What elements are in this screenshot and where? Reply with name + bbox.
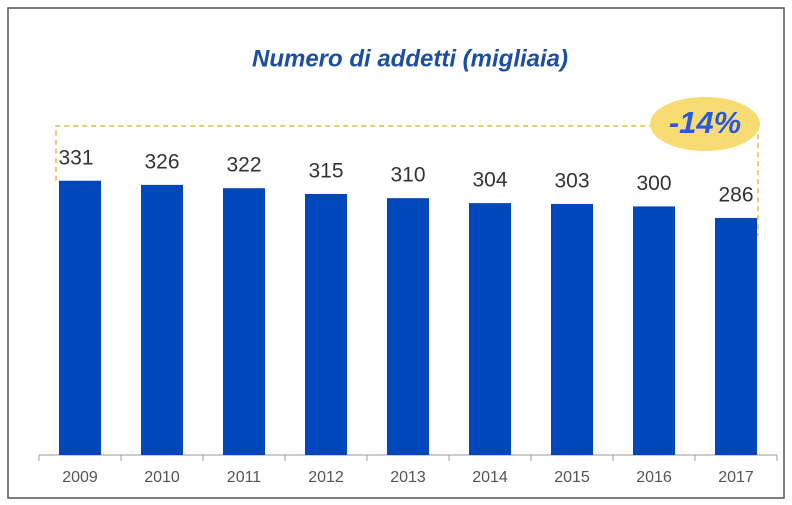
value-label: 300	[636, 172, 671, 195]
value-label: 315	[308, 160, 343, 183]
annotation-bracket	[55, 125, 759, 237]
bar	[469, 203, 511, 455]
x-tick-label: 2017	[718, 469, 754, 486]
bar	[59, 180, 101, 455]
bar	[387, 198, 429, 455]
value-label: 322	[226, 154, 261, 177]
value-label: 331	[58, 146, 93, 169]
x-tick-label: 2015	[554, 469, 590, 486]
value-label: 303	[554, 169, 589, 192]
value-label: 286	[718, 184, 753, 207]
value-label: 326	[144, 150, 179, 173]
x-tick-label: 2010	[144, 469, 180, 486]
annotation-text: -14%	[669, 105, 741, 140]
bar	[141, 184, 183, 455]
annotation-bubble	[650, 97, 760, 151]
bar	[633, 206, 675, 455]
x-tick-label: 2016	[636, 469, 672, 486]
bar	[551, 203, 593, 455]
x-tick-label: 2009	[62, 469, 98, 486]
x-tick-label: 2014	[472, 469, 508, 486]
x-tick-label: 2011	[227, 469, 262, 486]
x-tick-label: 2012	[308, 469, 344, 486]
bar	[715, 218, 757, 455]
value-label: 310	[390, 164, 425, 187]
bar	[305, 194, 347, 455]
bar	[223, 188, 265, 455]
chart-title: Numero di addetti (migliaia)	[252, 45, 568, 72]
x-tick-label: 2013	[390, 469, 426, 486]
value-label: 304	[472, 169, 507, 192]
